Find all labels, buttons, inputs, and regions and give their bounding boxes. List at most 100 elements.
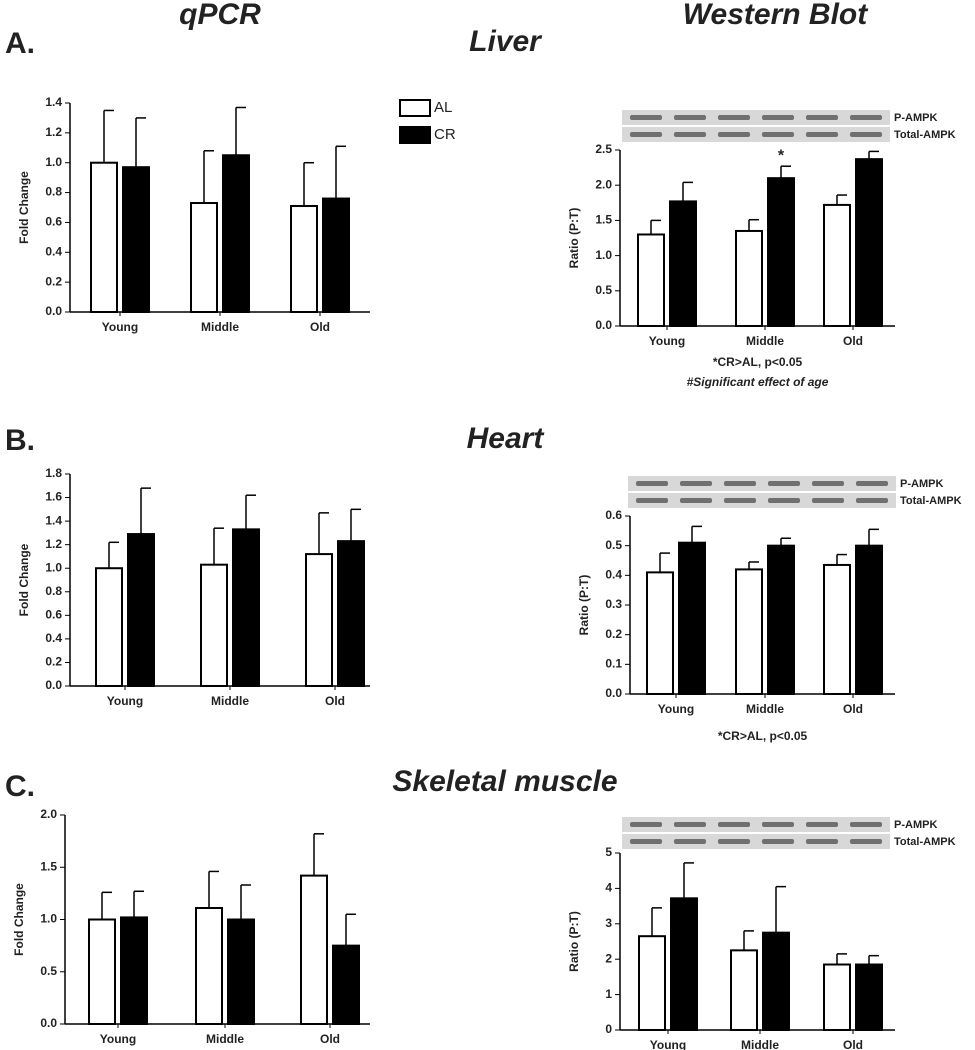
- x-tick-label: Old: [843, 334, 863, 348]
- bar: [300, 874, 328, 1025]
- x-tick-label: Young: [650, 1038, 686, 1050]
- bar: [227, 918, 255, 1025]
- blot-band: [636, 481, 668, 486]
- blot-band: [768, 481, 800, 486]
- y-tick-label: 1.0: [45, 560, 62, 574]
- x-tick-label: Young: [107, 694, 143, 708]
- bar: [290, 205, 318, 313]
- bar: [127, 533, 155, 687]
- blot-band: [768, 498, 800, 503]
- blot-band: [850, 822, 882, 827]
- blot-band: [674, 115, 706, 120]
- y-axis-label: Ratio (P:T): [577, 575, 591, 636]
- bar: [120, 916, 148, 1025]
- bar: [669, 200, 697, 327]
- blot-label: P-AMPK: [894, 112, 937, 124]
- bar: [190, 202, 218, 313]
- blot-band: [812, 498, 844, 503]
- blot-label: Total-AMPK: [894, 129, 956, 141]
- blot-strip: [628, 476, 896, 491]
- y-tick-label: 1.5: [595, 213, 612, 227]
- y-tick-label: 0.2: [45, 655, 62, 669]
- blot-band: [630, 132, 662, 137]
- column-title: qPCR: [179, 0, 261, 31]
- bar: [337, 540, 365, 688]
- y-tick-label: 0.4: [45, 244, 62, 258]
- y-tick-label: 0.3: [605, 597, 622, 611]
- bar: [332, 944, 360, 1025]
- y-tick-label: 4: [605, 881, 612, 895]
- bar: [762, 931, 790, 1032]
- y-axis-label: Ratio (P:T): [567, 208, 581, 269]
- bar: [735, 568, 763, 696]
- blot-strip: [622, 127, 890, 142]
- note: #Significant effect of age: [687, 375, 829, 389]
- y-tick-label: 1.0: [40, 912, 57, 926]
- blot-strip: [628, 493, 896, 508]
- y-tick-label: 2: [605, 951, 612, 965]
- x-tick-label: Old: [320, 1032, 340, 1046]
- x-tick-label: Old: [843, 1038, 863, 1050]
- blot-band: [718, 839, 750, 844]
- y-tick-label: 0.8: [45, 584, 62, 598]
- y-tick-label: 1.2: [45, 125, 62, 139]
- blot-label: Total-AMPK: [900, 495, 962, 507]
- y-tick-label: 1.0: [45, 155, 62, 169]
- bar: [90, 161, 118, 313]
- blot-strip: [622, 817, 890, 832]
- y-tick-label: 2.5: [595, 142, 612, 156]
- x-tick-label: Young: [100, 1032, 136, 1046]
- y-tick-label: 0.5: [605, 538, 622, 552]
- bar: [305, 553, 333, 687]
- bar: [638, 935, 666, 1031]
- y-tick-label: 0.0: [45, 304, 62, 318]
- x-tick-label: Old: [843, 702, 863, 716]
- bar: [646, 571, 674, 695]
- x-tick-label: Middle: [746, 334, 784, 348]
- x-tick-label: Middle: [746, 702, 784, 716]
- blot-band: [674, 132, 706, 137]
- blot-band: [724, 498, 756, 503]
- blot-band: [674, 822, 706, 827]
- note: *CR>AL, p<0.05: [713, 355, 803, 369]
- bar: [823, 563, 851, 696]
- x-tick-label: Middle: [211, 694, 249, 708]
- bar: [678, 541, 706, 696]
- y-tick-label: 0.5: [40, 964, 57, 978]
- x-tick-label: Young: [649, 334, 685, 348]
- panel-label: A.: [5, 27, 35, 60]
- blot-band: [680, 481, 712, 486]
- blot-band: [718, 115, 750, 120]
- y-tick-label: 0.0: [605, 686, 622, 700]
- y-tick-label: 0.5: [595, 283, 612, 297]
- blot-band: [674, 839, 706, 844]
- blot-band: [806, 132, 838, 137]
- y-axis-label: Fold Change: [12, 883, 26, 956]
- bar: [823, 963, 851, 1032]
- y-tick-label: 3: [605, 916, 612, 930]
- blot-band: [812, 481, 844, 486]
- blot-band: [630, 822, 662, 827]
- blot-band: [680, 498, 712, 503]
- y-tick-label: 2.0: [40, 807, 57, 821]
- x-tick-label: Old: [310, 320, 330, 334]
- blot-band: [850, 839, 882, 844]
- y-tick-label: 2.0: [595, 177, 612, 191]
- y-tick-label: 1.5: [40, 859, 57, 873]
- y-tick-label: 0.0: [45, 678, 62, 692]
- y-axis-label: Ratio (P:T): [567, 911, 581, 972]
- blot-label: Total-AMPK: [894, 836, 956, 848]
- y-tick-label: 0.0: [595, 318, 612, 332]
- y-axis-label: Fold Change: [17, 171, 31, 244]
- blot-band: [856, 481, 888, 486]
- blot-band: [718, 132, 750, 137]
- blot-band: [806, 822, 838, 827]
- annotation: *: [778, 147, 785, 164]
- x-tick-label: Middle: [741, 1038, 779, 1050]
- blot-band: [762, 839, 794, 844]
- bar: [88, 918, 116, 1025]
- legend-swatch: [399, 126, 431, 144]
- panel-label: B.: [5, 424, 35, 457]
- legend-label: AL: [434, 99, 452, 116]
